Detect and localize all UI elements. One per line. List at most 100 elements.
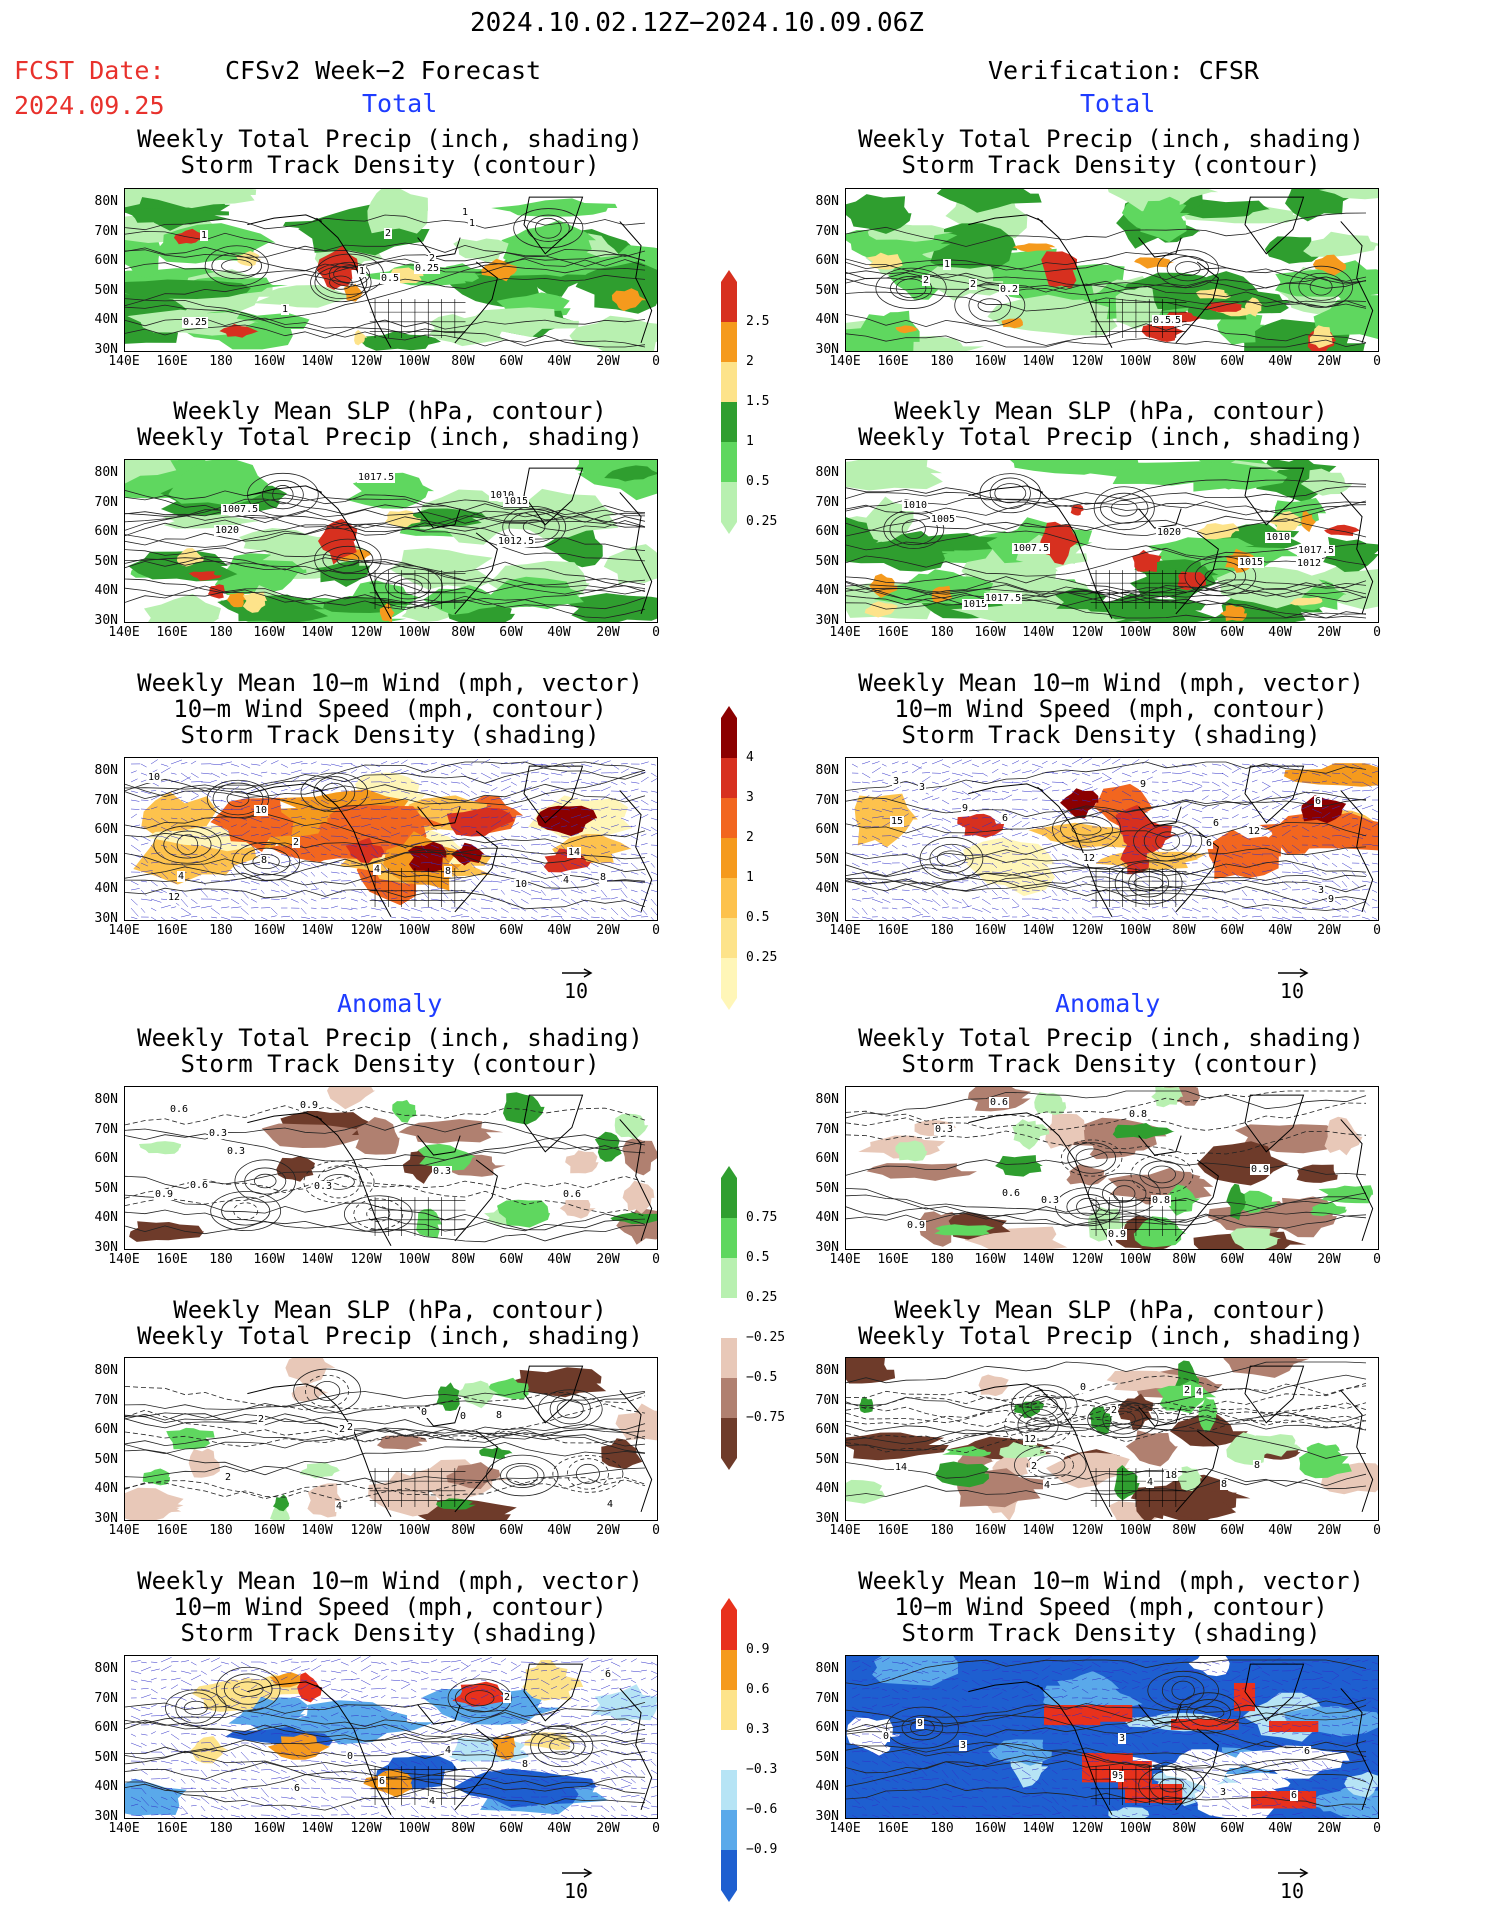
section-anomaly-right: Anomaly	[1055, 989, 1161, 1018]
lon-label: 180	[930, 1821, 954, 1836]
section-total-right: Total	[1080, 89, 1156, 118]
lon-label: 160E	[877, 625, 909, 640]
period-title: 2024.10.02.12Z−2024.10.09.06Z	[470, 8, 924, 38]
lon-label: 40W	[547, 923, 571, 938]
lon-label: 20W	[596, 625, 620, 640]
p2r-map	[845, 459, 1379, 623]
colorbar-anomaly-precip	[720, 1166, 738, 1474]
lat-label: 50N	[815, 1750, 839, 1765]
lat-label: 50N	[94, 852, 118, 867]
contour-label: 0.6	[989, 1097, 1010, 1108]
contour-label: 8	[260, 855, 269, 866]
lon-label: 160E	[877, 354, 909, 369]
lon-label: 120W	[350, 923, 382, 938]
lon-label: 160E	[156, 625, 188, 640]
lon-label: 20W	[1317, 1523, 1341, 1538]
contour-label: 15	[890, 816, 905, 827]
lon-label: 160W	[253, 1252, 285, 1267]
lat-label: 50N	[815, 1452, 839, 1467]
lon-label: 140E	[829, 354, 861, 369]
lon-label: 80W	[451, 1252, 475, 1267]
p3r-map	[845, 757, 1379, 921]
lon-label: 80W	[451, 923, 475, 938]
vector-reference-value: 10	[564, 1879, 589, 1903]
lon-label: 160E	[156, 1252, 188, 1267]
lon-label: 180	[209, 354, 233, 369]
lat-label: 40N	[815, 312, 839, 327]
lon-label: 140E	[829, 1523, 861, 1538]
p4l-title-line-2: Storm Track Density (contour)	[180, 1050, 600, 1078]
p6l-title-line-2: 10−m Wind Speed (mph, contour)	[173, 1593, 607, 1621]
lon-label: 100W	[1119, 354, 1151, 369]
contour-label: 2	[1110, 1405, 1119, 1416]
contour-label: 12	[1247, 826, 1262, 837]
lon-label: 140W	[1022, 354, 1054, 369]
colorbar-total-storm-density-label: 1	[746, 870, 754, 885]
lat-label: 30N	[815, 911, 839, 926]
lat-label: 30N	[815, 1809, 839, 1824]
lon-label: 120W	[350, 1821, 382, 1836]
p4l-title-line-1: Weekly Total Precip (inch, shading)	[137, 1024, 643, 1052]
lon-label: 40W	[547, 625, 571, 640]
p5r-title-line-1: Weekly Mean SLP (hPa, contour)	[894, 1296, 1328, 1324]
lat-label: 70N	[815, 793, 839, 808]
lon-label: 0	[1373, 923, 1381, 938]
vector-reference-value: 10	[1280, 1879, 1305, 1903]
map-canvas	[846, 1656, 1378, 1818]
contour-label: 3	[1118, 1733, 1127, 1744]
contour-label: 0.3	[432, 1166, 453, 1177]
lon-label: 180	[209, 1821, 233, 1836]
fcst-date-value: 2024.09.25	[14, 91, 165, 120]
lon-label: 40W	[1268, 1252, 1292, 1267]
lon-label: 60W	[499, 354, 523, 369]
lon-label: 180	[930, 923, 954, 938]
lon-label: 80W	[451, 625, 475, 640]
contour-label: 6	[1314, 796, 1323, 807]
lat-label: 60N	[94, 253, 118, 268]
contour-label: 1	[200, 230, 209, 241]
contour-label: 6	[293, 1783, 302, 1794]
contour-label: 3	[1219, 1787, 1228, 1798]
lon-label: 0	[652, 354, 660, 369]
lon-label: 100W	[398, 1252, 430, 1267]
lat-label: 50N	[94, 554, 118, 569]
lon-label: 0	[652, 625, 660, 640]
contour-label: 10	[254, 805, 269, 816]
lon-label: 80W	[451, 354, 475, 369]
lon-label: 60W	[1220, 354, 1244, 369]
contour-label: 0.6	[189, 1180, 210, 1191]
lon-label: 100W	[1119, 923, 1151, 938]
lon-label: 160E	[877, 923, 909, 938]
lat-label: 70N	[94, 793, 118, 808]
colorbar-total-storm-density-label: 2	[746, 830, 754, 845]
lon-label: 100W	[398, 923, 430, 938]
map-canvas	[125, 460, 657, 622]
lon-label: 60W	[1220, 923, 1244, 938]
contour-label: 0.6	[562, 1189, 583, 1200]
lon-label: 160E	[156, 1821, 188, 1836]
vector-reference-left-2: 10	[560, 1865, 596, 1903]
lat-label: 70N	[94, 1122, 118, 1137]
colorbar-total-precip	[720, 270, 738, 538]
colorbar-total-precip-label: 0.5	[746, 474, 770, 489]
lon-label: 20W	[1317, 625, 1341, 640]
lon-label: 100W	[1119, 1523, 1151, 1538]
lat-label: 30N	[94, 1240, 118, 1255]
map-canvas	[125, 1087, 657, 1249]
contour-label: 0.3	[226, 1146, 247, 1157]
lon-label: 160E	[877, 1252, 909, 1267]
lon-label: 140E	[829, 625, 861, 640]
lon-label: 60W	[499, 1523, 523, 1538]
lat-label: 60N	[815, 524, 839, 539]
lon-label: 160W	[253, 1821, 285, 1836]
lat-label: 40N	[94, 1779, 118, 1794]
left-column-title: CFSv2 Week−2 Forecast	[225, 56, 542, 85]
lon-label: 140E	[108, 1252, 140, 1267]
contour-label: 6	[1290, 1790, 1299, 1801]
contour-label: 0.3	[208, 1128, 229, 1139]
contour-label: 1017.5	[357, 472, 396, 483]
p2l-title-line-1: Weekly Mean SLP (hPa, contour)	[173, 397, 607, 425]
lon-label: 80W	[1172, 1821, 1196, 1836]
contour-label: 0.9	[1107, 1229, 1128, 1240]
lon-label: 100W	[1119, 1252, 1151, 1267]
